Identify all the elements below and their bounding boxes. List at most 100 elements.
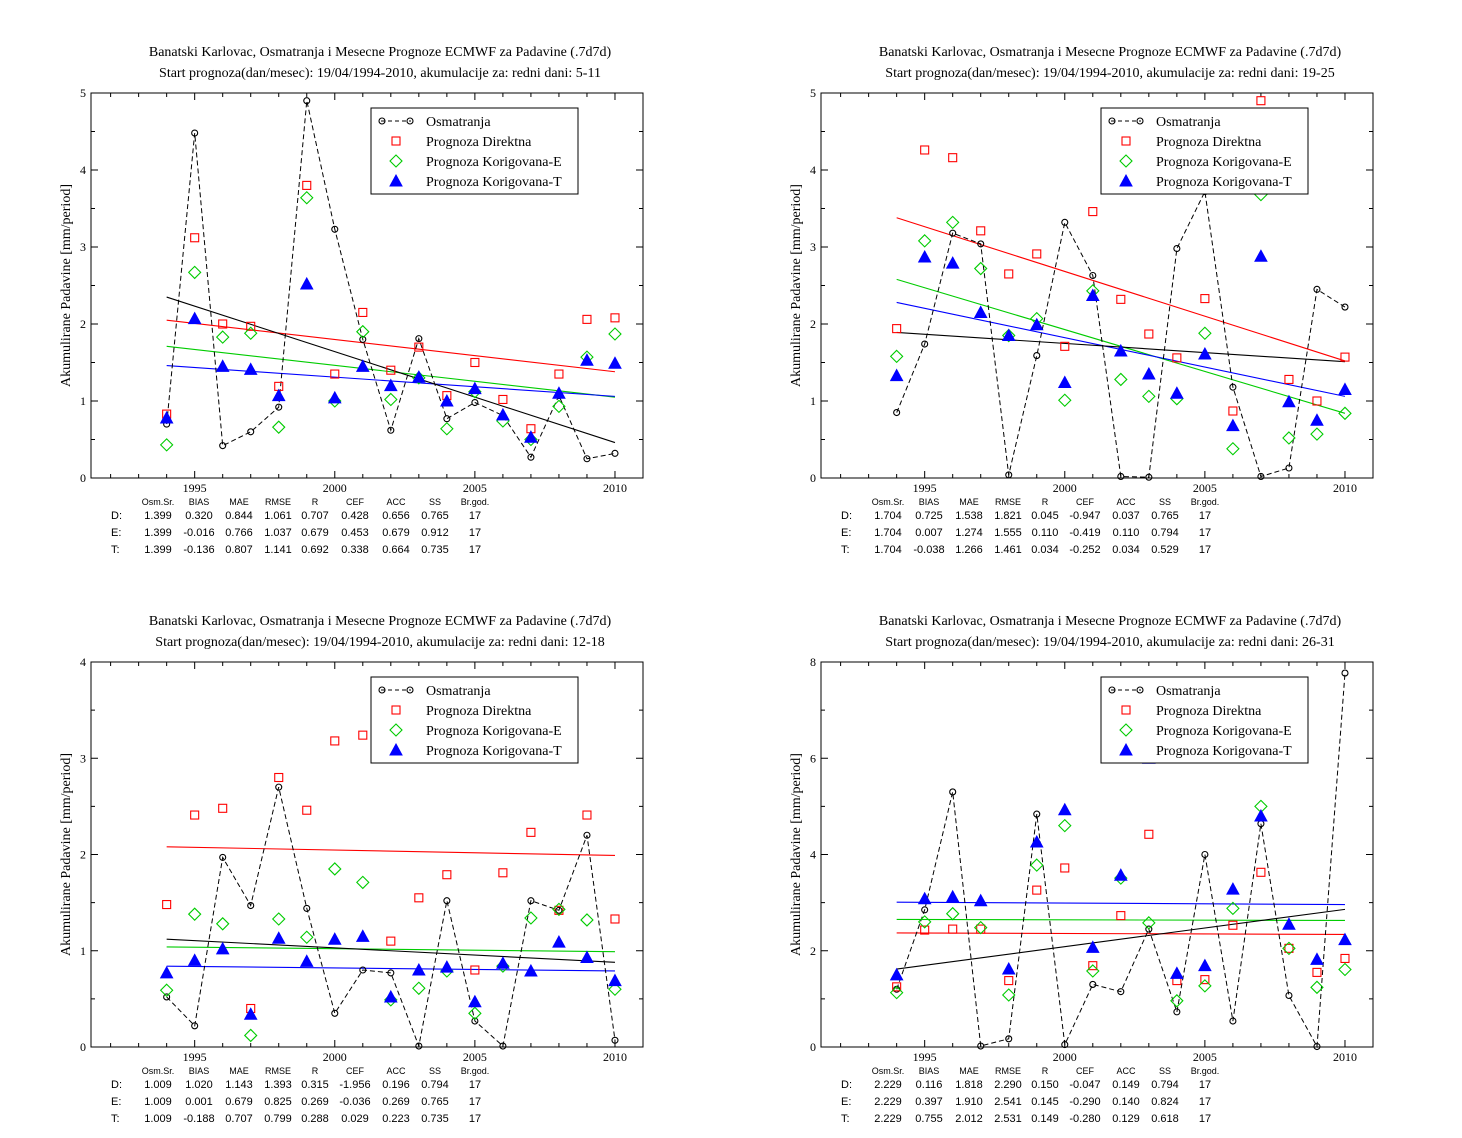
data-point (1144, 829, 1154, 839)
data-point (552, 902, 566, 917)
chart-title: Banatski Karlovac, Osmatranja i Mesecne … (879, 45, 1342, 60)
data-point (524, 430, 538, 443)
y-tick-label: 8 (810, 655, 816, 669)
legend-entry: Prognoza Korigovana-E (426, 155, 562, 170)
data-point (1226, 441, 1240, 456)
stats-value: 17 (469, 1096, 481, 1108)
data-point (973, 261, 988, 276)
legend-marker (406, 686, 414, 694)
stats-value: 1.393 (264, 1079, 292, 1091)
data-point (554, 369, 564, 379)
data-point (411, 370, 426, 383)
data-point (552, 386, 566, 399)
stats-value: 0.707 (225, 1113, 253, 1125)
stats-header: Br.god. (461, 1066, 490, 1076)
stats-value: 17 (469, 544, 481, 556)
data-point (1089, 980, 1097, 988)
stats-row-label: T: (111, 1113, 120, 1125)
data-point (1200, 975, 1210, 985)
stats-value: -0.047 (1069, 1079, 1100, 1091)
stats-value: 0.618 (1151, 1113, 1179, 1125)
data-point (1256, 867, 1266, 877)
y-axis-label: Akumulirane Padavine [mm/period] (59, 753, 74, 956)
data-point (1057, 375, 1072, 389)
data-point (243, 326, 258, 341)
data-point (162, 899, 172, 910)
data-point (1312, 967, 1322, 977)
data-point (1004, 269, 1014, 279)
stats-value: 0.320 (185, 510, 213, 522)
data-point (608, 356, 622, 369)
data-point (302, 180, 312, 190)
stats-value: 1.538 (955, 510, 983, 522)
data-point (1338, 932, 1352, 946)
stats-value: 1.061 (264, 510, 292, 522)
legend-entry: Prognoza Korigovana-T (426, 175, 562, 190)
stats-row-label: T: (111, 544, 120, 556)
y-tick-label: 2 (810, 944, 816, 958)
data-point (1198, 346, 1212, 360)
chart-subtitle: Start prognoza(dan/mesec): 19/04/1994-20… (885, 635, 1334, 650)
trend-line (166, 846, 615, 857)
data-point (555, 906, 563, 914)
data-point (275, 403, 283, 411)
data-point (443, 897, 451, 905)
legend-marker (389, 173, 403, 187)
stats-value: 1.910 (955, 1096, 983, 1108)
stats-value: -0.947 (1069, 510, 1100, 522)
data-point (1085, 288, 1100, 302)
x-tick-label: 2000 (1053, 481, 1077, 495)
stats-value: 2.229 (874, 1113, 902, 1125)
data-point (275, 783, 283, 791)
data-point (1141, 367, 1156, 380)
stats-value: 0.037 (1112, 510, 1140, 522)
data-point (1116, 911, 1126, 921)
data-point (384, 392, 398, 407)
stats-row-label: E: (111, 527, 121, 539)
stats-value: 1.266 (955, 544, 983, 556)
data-point (1005, 1035, 1013, 1043)
data-point (1029, 858, 1044, 872)
x-tick-label: 2010 (603, 481, 627, 495)
data-point (1114, 372, 1128, 387)
data-point (973, 920, 988, 935)
data-point (187, 953, 202, 966)
y-tick-label: 2 (80, 848, 86, 862)
chart-panel-2: Banatski Karlovac, Osmatranja i Mesecne … (789, 45, 1374, 556)
x-tick-label: 2005 (1193, 481, 1217, 495)
data-point (892, 324, 902, 334)
data-point (498, 394, 508, 405)
legend-entry: Prognoza Direktna (1156, 704, 1262, 719)
data-point (191, 1022, 199, 1030)
stats-header: RMSE (265, 1066, 291, 1076)
stats-value: 0.755 (915, 1113, 943, 1125)
data-point (271, 912, 286, 926)
legend-entry: Prognoza Korigovana-E (426, 724, 562, 739)
y-tick-label: 1 (80, 944, 86, 958)
data-point (1113, 343, 1128, 357)
stats-header: Osm.Sr. (142, 497, 175, 507)
data-point (468, 1006, 482, 1021)
data-point (1228, 406, 1238, 416)
stats-value: -0.419 (1069, 527, 1100, 539)
stats-value: 1.143 (225, 1079, 253, 1091)
data-point (611, 1036, 619, 1044)
trend-line (166, 965, 615, 972)
stats-value: 0.825 (264, 1096, 292, 1108)
data-point (1061, 1041, 1069, 1049)
stats-value: 0.765 (1151, 510, 1179, 522)
data-point (1142, 916, 1156, 930)
data-point (302, 805, 312, 815)
stats-value: 0.110 (1113, 527, 1140, 539)
stats-value: 1.704 (874, 544, 902, 556)
stats-header: Br.god. (461, 497, 490, 507)
data-point (583, 831, 591, 839)
stats-value: 1.009 (144, 1079, 172, 1091)
data-point (524, 963, 538, 977)
stats-header: MAE (959, 1066, 979, 1076)
data-point (219, 853, 227, 861)
stats-value: 1.821 (994, 510, 1022, 522)
stats-value: 0.007 (915, 527, 943, 539)
data-point (355, 929, 370, 942)
